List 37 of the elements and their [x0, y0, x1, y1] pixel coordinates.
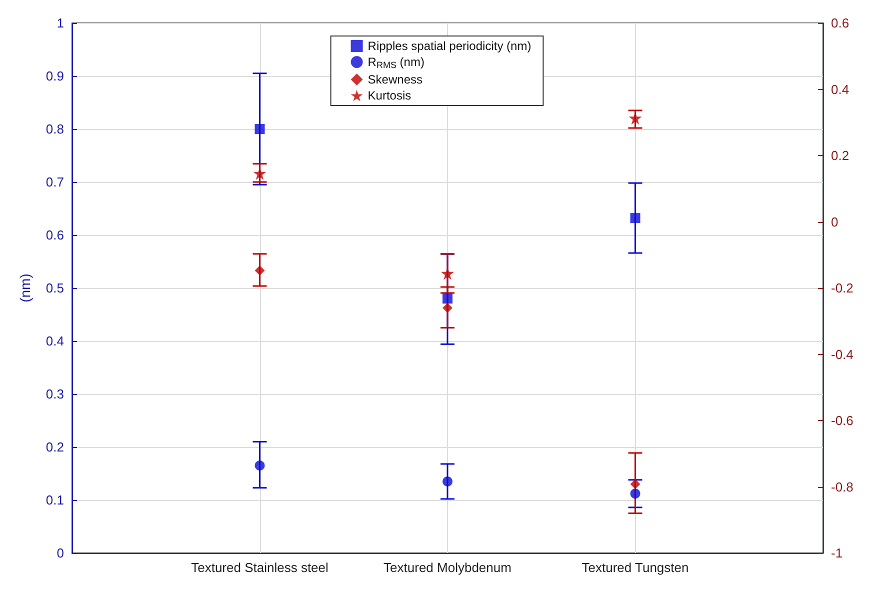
- x-tick-label: Textured Stainless steel: [191, 560, 329, 575]
- y2-tick-label: 0.6: [831, 16, 850, 30]
- point: [630, 479, 640, 490]
- y-tick-label: 0.7: [46, 174, 64, 190]
- y-tick-label: 0.8: [46, 122, 64, 136]
- y2-tick-label: -0.8: [831, 479, 854, 494]
- point: [442, 476, 452, 486]
- y2-tick-label: -0.6: [831, 413, 854, 428]
- y-tick-label: 0.4: [46, 334, 64, 348]
- y-axis-title: (nm): [17, 274, 33, 302]
- legend-label: Ripples spatial periodicity (nm): [368, 39, 532, 53]
- x-tick-label: Textured Molybdenum: [384, 560, 512, 575]
- y2-tick-label: -1: [831, 546, 843, 560]
- point: [442, 294, 452, 304]
- legend-label: Skewness: [368, 72, 423, 86]
- point: [630, 488, 640, 499]
- y-tick-label: 0.2: [46, 440, 64, 454]
- y2-tick-label: -0.2: [831, 280, 854, 296]
- y2-tick-label: 0.2: [831, 148, 850, 163]
- legend-label: Kurtosis: [368, 88, 412, 102]
- y-tick-label: 0.3: [46, 386, 64, 402]
- y-tick-label: 0.1: [46, 492, 64, 508]
- x-tick-label: Textured Tungsten: [582, 560, 689, 575]
- point: [254, 460, 265, 471]
- y-tick-label: 0.6: [46, 228, 64, 242]
- y-tick-label: 0.9: [46, 68, 64, 84]
- y-tick-label: 1: [56, 16, 64, 30]
- y2-tick-label: 0: [831, 214, 838, 230]
- point: [442, 302, 452, 313]
- y2-tick-label: 0.4: [831, 82, 850, 97]
- y2-tick-label: -0.4: [831, 346, 854, 362]
- y-tick-label: 0.5: [46, 280, 64, 296]
- point: [254, 265, 265, 276]
- point: [630, 213, 640, 224]
- y-tick-label: 0: [56, 546, 64, 560]
- point: [441, 266, 454, 280]
- point: [254, 124, 265, 134]
